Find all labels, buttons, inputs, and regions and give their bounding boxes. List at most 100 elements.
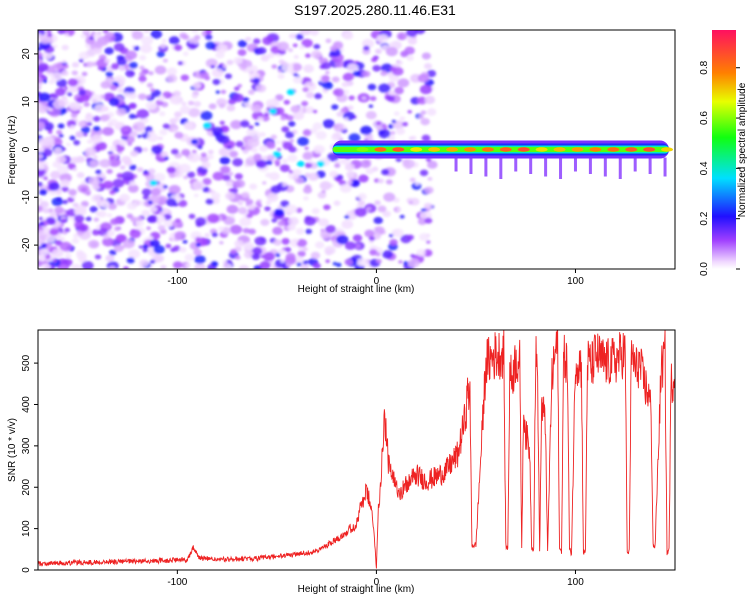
colorbar-tick-label: 0.4 — [699, 161, 710, 175]
spectrogram-cell — [291, 63, 302, 72]
spectrogram-cell — [162, 184, 168, 189]
y-tick-label: 0 — [21, 567, 32, 573]
spectrogram-cell — [67, 92, 73, 97]
spectrogram-cell — [335, 262, 342, 268]
ridge-streak — [469, 157, 473, 174]
spectrogram-cell — [109, 155, 116, 160]
ridge-streak — [648, 157, 652, 174]
spectrogram-cell — [365, 110, 377, 120]
spectrogram-cell — [43, 176, 48, 181]
spectrogram-cell — [332, 261, 338, 266]
spectrogram-cell — [228, 150, 239, 158]
spectrogram-cell — [212, 171, 225, 181]
spectrogram-cell — [141, 209, 151, 217]
spectrogram-cell — [63, 64, 69, 69]
spectrogram-cell — [301, 100, 309, 107]
spectrogram-cell — [56, 130, 63, 135]
spectrogram-cell — [252, 77, 261, 84]
spectrogram-cell — [140, 130, 146, 134]
spectrogram-cell — [107, 122, 114, 128]
spectrogram-cell — [71, 62, 80, 68]
spectrogram-cell — [38, 188, 48, 196]
spectrogram-cell — [57, 165, 69, 175]
spectrogram-cell — [194, 255, 206, 264]
spectrogram-cell — [394, 86, 404, 95]
ridge-streak — [514, 157, 518, 172]
spectrogram-cell — [242, 97, 250, 103]
spectrogram-cell — [264, 206, 271, 212]
spectrogram-cell — [144, 126, 153, 133]
spectrogram-cell — [101, 106, 109, 112]
spectrogram-cell — [290, 105, 301, 113]
snr-x-label: Height of straight line (km) — [298, 584, 415, 595]
spectrogram-cell — [56, 78, 68, 88]
spectrogram-cell — [237, 83, 242, 88]
spectrogram-cell — [426, 69, 437, 78]
spectrogram-cell — [195, 242, 201, 247]
spectrogram-cell — [333, 123, 345, 132]
spectrogram-cell — [42, 208, 50, 214]
ridge-peak — [463, 147, 476, 152]
spectrogram-cell — [247, 203, 256, 210]
spectrogram-cell — [106, 31, 114, 38]
spectrogram-cell — [220, 165, 231, 174]
ridge-streak — [633, 157, 637, 172]
spectrogram-cell — [314, 241, 325, 249]
spectrogram-cell — [128, 113, 136, 119]
spectrogram-x-ticks: -100 0 100 — [167, 269, 584, 287]
spectrogram-cell — [365, 133, 374, 140]
spectrogram-cell — [81, 71, 88, 77]
spectrogram-cell — [69, 124, 76, 130]
spectrogram-cell — [292, 76, 303, 84]
spectrogram-cell — [388, 73, 400, 82]
spectrogram-cell — [287, 223, 296, 231]
spectrogram-cell — [230, 187, 238, 194]
spectrogram-cell — [287, 154, 298, 162]
spectrogram-cell — [38, 51, 43, 59]
spectrogram-cell — [117, 88, 125, 94]
spectrogram-cell — [343, 60, 349, 65]
spectrogram-cell — [52, 138, 63, 146]
x-tick-label: 0 — [374, 276, 380, 287]
spectrogram-cell — [257, 47, 267, 55]
spectrogram-cell — [402, 121, 409, 127]
spectrogram-cell — [222, 174, 231, 181]
spectrogram-cell — [212, 261, 219, 267]
spectrogram-cell — [173, 117, 180, 122]
spectrogram-cell — [354, 243, 361, 249]
spectrogram-cell — [42, 148, 53, 157]
spectrogram-cell — [61, 218, 67, 223]
spectrogram-cell — [417, 218, 427, 226]
spectrogram-cell — [424, 217, 433, 224]
ridge-peak — [643, 147, 656, 152]
spectrogram-cell — [225, 192, 236, 200]
spectrogram-cell — [139, 71, 146, 77]
spectrogram-cell — [38, 167, 46, 178]
spectrogram-cell — [381, 169, 390, 176]
spectrogram-cell — [38, 121, 46, 130]
spectrogram-y-ticks: -20 -10 0 10 20 — [21, 48, 38, 252]
spectrogram-cell — [172, 261, 183, 269]
spectrogram-cell — [219, 240, 224, 245]
spectrogram-cell — [147, 131, 152, 135]
spectrogram-cell — [386, 95, 395, 102]
spectrogram-cell — [312, 109, 318, 114]
spectrogram-cell — [226, 204, 239, 214]
spectrogram-cell — [61, 70, 69, 77]
spectrogram-cell — [179, 105, 191, 114]
spectrogram-cell — [421, 134, 431, 142]
spectrogram-cell — [38, 147, 44, 153]
spectrogram-cell — [54, 206, 64, 214]
spectrogram-cell — [83, 101, 90, 107]
y-tick-label: 20 — [21, 48, 32, 60]
spectrogram-cell — [297, 136, 309, 146]
spectrogram-cell — [166, 67, 178, 76]
spectrogram-cell — [93, 41, 103, 49]
spectrogram-cell — [78, 89, 86, 96]
spectrogram-feature — [203, 122, 212, 129]
spectrogram-cell — [334, 163, 341, 168]
spectrogram-cell — [128, 92, 137, 100]
spectrogram-y-label: Frequency (Hz) — [7, 116, 18, 185]
spectrogram-cell — [202, 177, 212, 186]
spectrogram-cell — [199, 155, 209, 163]
